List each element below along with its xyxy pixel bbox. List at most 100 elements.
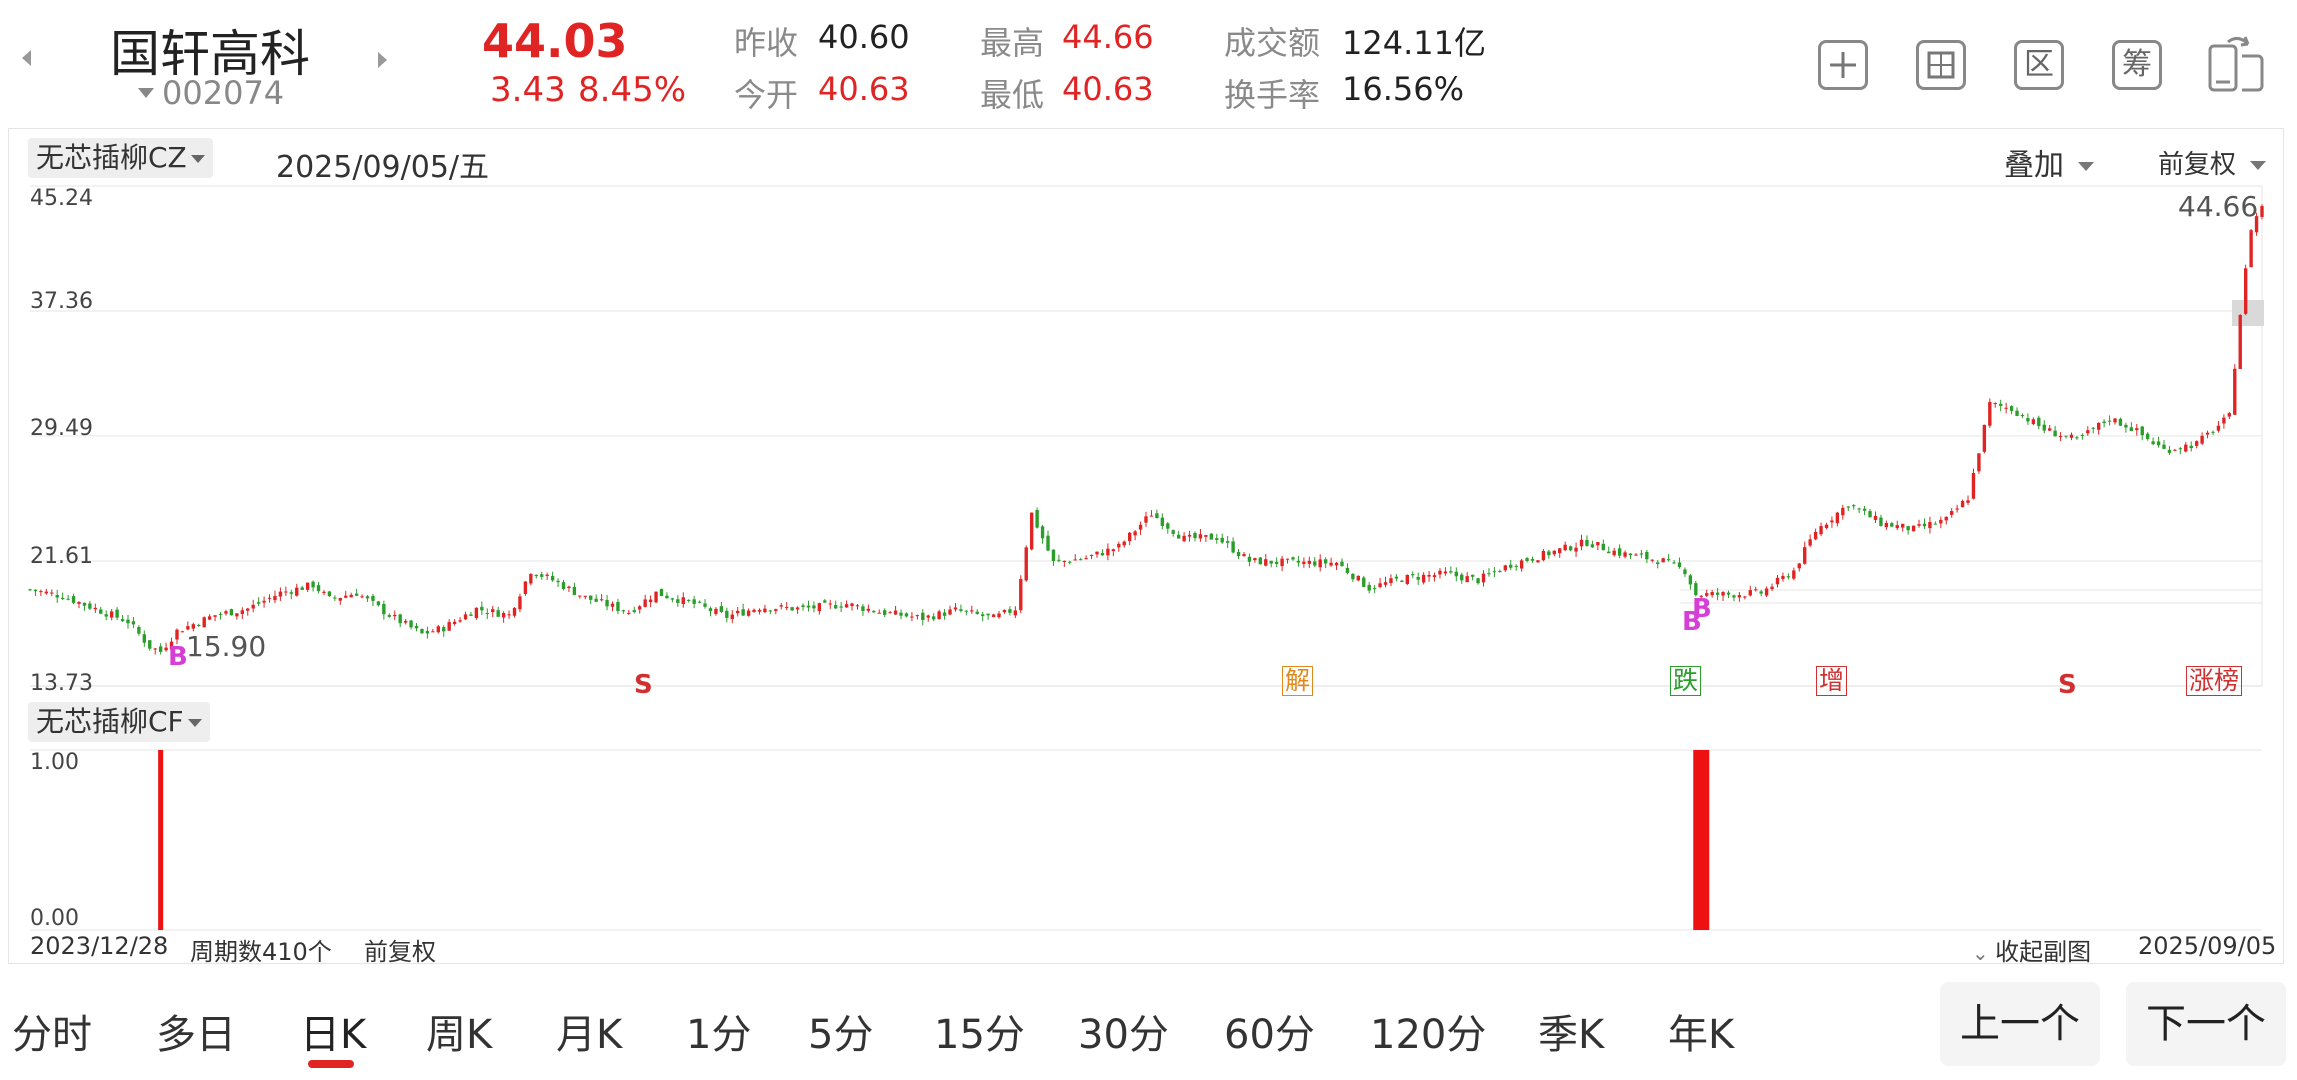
candle-body <box>1705 593 1709 596</box>
next-stock-button[interactable]: 下一个 <box>2126 982 2286 1066</box>
sell-signal-marker[interactable]: S <box>2058 670 2077 700</box>
sell-signal-marker[interactable]: S <box>634 670 653 700</box>
candle-body <box>1013 610 1018 616</box>
candles <box>28 204 2264 655</box>
candle-body <box>1928 521 1932 529</box>
chip-glyph: 筹 <box>2122 47 2152 82</box>
plus-square-icon[interactable] <box>1818 40 1868 90</box>
candle-body <box>60 597 65 600</box>
tab-30min[interactable]: 30分 <box>1078 1012 1169 1058</box>
range-icon[interactable]: 区 <box>2014 40 2064 90</box>
tab-multi-day[interactable]: 多日 <box>156 1012 236 1058</box>
min-price-label: 15.90 <box>186 630 267 663</box>
candle-body <box>2113 418 2117 423</box>
tab-1min[interactable]: 1分 <box>686 1012 752 1058</box>
candle-body <box>888 612 892 614</box>
candle-body <box>398 614 402 624</box>
candle-body <box>1966 500 1970 503</box>
adjust-dropdown[interactable]: 前复权 <box>2158 144 2267 181</box>
candle-body <box>1819 526 1823 535</box>
open-label: 今开 <box>734 76 799 114</box>
candle-body <box>1699 595 1703 597</box>
tab-monthly-k[interactable]: 月K <box>556 1012 623 1058</box>
candle-body <box>817 603 822 612</box>
candle-body <box>1786 576 1791 578</box>
candle-body <box>1040 526 1045 539</box>
candle-body <box>616 601 620 611</box>
tab-weekly-k[interactable]: 周K <box>426 1012 493 1058</box>
candle-body <box>197 624 201 626</box>
candle-body <box>768 610 773 612</box>
caret-down-icon[interactable] <box>138 88 154 98</box>
candle-body <box>2107 420 2112 422</box>
candle-body <box>235 613 239 617</box>
candle-body <box>1247 556 1252 562</box>
device-switch-icon[interactable] <box>2206 34 2266 100</box>
candle-body <box>77 602 81 604</box>
candle-body <box>131 621 136 625</box>
candle-body <box>2145 433 2150 439</box>
candle-body <box>1563 544 1567 551</box>
candle-body <box>1645 551 1649 560</box>
candle-body <box>1340 561 1344 567</box>
candle-body <box>621 610 626 612</box>
candle-body <box>1204 535 1208 537</box>
candle-body <box>1884 523 1889 528</box>
candle-body <box>1672 562 1676 564</box>
candle-body <box>2233 368 2237 415</box>
candle-body <box>175 629 179 640</box>
candle-body <box>1552 550 1556 555</box>
event-unlock-tag[interactable]: 解 <box>1282 666 1314 696</box>
candle-body <box>714 608 718 614</box>
candle-body <box>414 625 419 629</box>
next-stock-arrow-icon[interactable] <box>378 52 387 68</box>
chip-icon[interactable]: 筹 <box>2112 40 2162 90</box>
sub-indicator-selector[interactable]: 无芯插柳CF <box>28 702 210 742</box>
candle-body <box>1715 592 1720 595</box>
candle-body <box>1051 549 1056 562</box>
candle-body <box>338 598 342 601</box>
candle-body <box>1133 531 1137 536</box>
candle-body <box>501 612 506 618</box>
candle-body <box>2004 407 2008 409</box>
candle-body <box>2086 430 2090 434</box>
tab-120min[interactable]: 120分 <box>1370 1012 1487 1058</box>
candle-body <box>1688 575 1693 585</box>
candle-body <box>148 640 152 649</box>
candle-body <box>71 596 76 603</box>
candle-body <box>523 581 528 594</box>
event-drop-tag[interactable]: 跌 <box>1670 666 1702 696</box>
candle-body <box>1901 523 1905 528</box>
candle-body <box>1035 510 1039 528</box>
candle-body <box>893 610 898 615</box>
candle-body <box>953 607 958 610</box>
candle-body <box>648 599 653 603</box>
candle-body <box>1933 523 1938 525</box>
stock-code[interactable]: 002074 <box>162 74 285 112</box>
event-increase-tag[interactable]: 增 <box>1816 666 1848 696</box>
candle-body <box>1443 571 1448 574</box>
tab-yearly-k[interactable]: 年K <box>1668 1012 1735 1058</box>
candle-body <box>540 574 544 577</box>
low-label: 最低 <box>980 76 1045 114</box>
collapse-sub-chart-button[interactable]: ⌄ 收起副图 <box>1972 932 2091 967</box>
tab-60min[interactable]: 60分 <box>1224 1012 1315 1058</box>
candle-body <box>66 598 70 600</box>
tab-5min[interactable]: 5分 <box>808 1012 874 1058</box>
prev-stock-button[interactable]: 上一个 <box>1940 982 2100 1066</box>
candle-body <box>915 615 920 617</box>
candle-body <box>512 607 517 616</box>
candle-body <box>970 610 974 612</box>
tab-daily-k[interactable]: 日K <box>300 1012 367 1058</box>
main-indicator-selector[interactable]: 无芯插柳CZ <box>28 138 213 178</box>
tab-15min[interactable]: 15分 <box>934 1012 1025 1058</box>
overlay-dropdown[interactable]: 叠加 <box>2004 140 2094 184</box>
candle-body <box>2140 426 2144 436</box>
prev-stock-arrow-icon[interactable] <box>22 50 31 66</box>
drawing-icon[interactable] <box>1916 40 1966 90</box>
event-limit-up-list-tag[interactable]: 涨榜 <box>2186 666 2243 696</box>
tab-intraday[interactable]: 分时 <box>12 1012 92 1058</box>
candle-body <box>82 602 87 606</box>
tab-quarterly-k[interactable]: 季K <box>1538 1012 1605 1058</box>
